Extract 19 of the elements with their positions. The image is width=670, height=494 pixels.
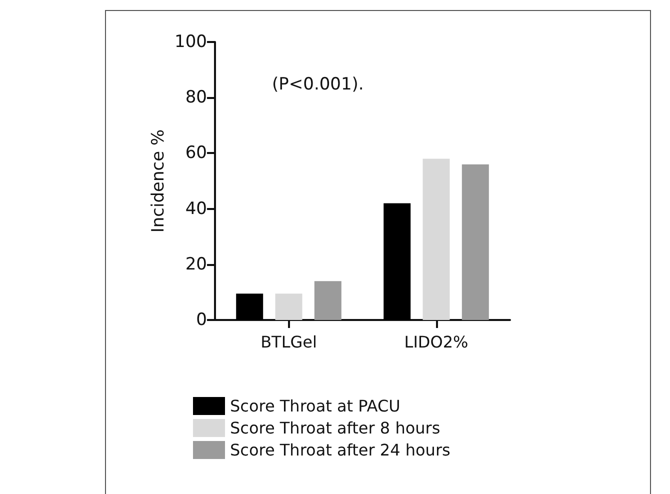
annotation: (P<0.001). xyxy=(272,74,364,94)
legend-label: Score Throat after 24 hours xyxy=(230,440,450,460)
bar xyxy=(236,294,264,320)
bar xyxy=(314,281,342,320)
y-tick-label: 60 xyxy=(185,143,207,164)
y-tick-label: 40 xyxy=(185,198,207,219)
legend-label: Score Throat after 8 hours xyxy=(230,418,440,438)
y-tick-label: 0 xyxy=(196,310,207,330)
bar xyxy=(462,164,489,320)
x-tick-label: LIDO2% xyxy=(404,332,468,352)
bar xyxy=(275,294,302,320)
bar xyxy=(422,158,450,320)
x-tick-label: BTLGel xyxy=(260,332,317,352)
legend-label: Score Throat at PACU xyxy=(230,396,400,416)
y-axis-title: Incidence % xyxy=(148,129,168,233)
y-tick-label: 80 xyxy=(185,88,207,108)
y-tick-label: 100 xyxy=(174,32,207,52)
y-tick-label: 20 xyxy=(185,254,207,274)
bar xyxy=(384,203,411,320)
